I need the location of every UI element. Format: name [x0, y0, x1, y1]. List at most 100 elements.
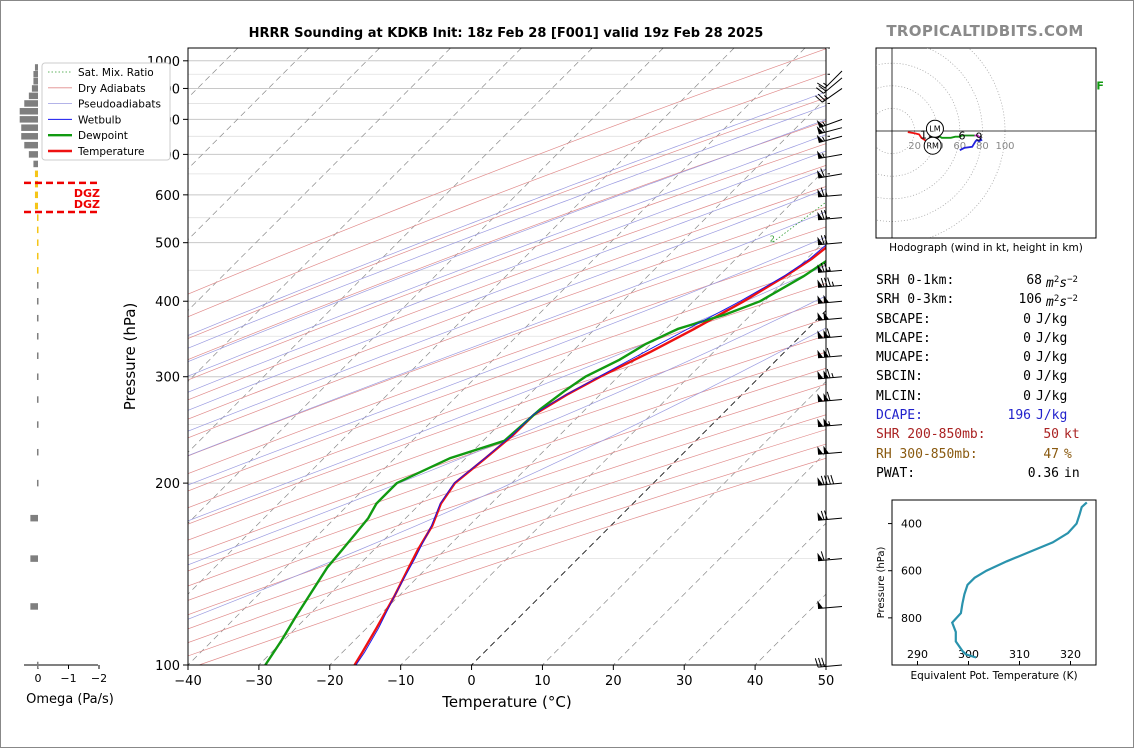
stat-row: DCAPE: 196 J/kg — [876, 406, 1091, 425]
theta-x-axis-label: Equivalent Pot. Temperature (K) — [910, 670, 1077, 682]
stat-value: 196 — [1007, 408, 1031, 424]
omega-bar — [34, 170, 38, 178]
barb-half — [828, 266, 831, 272]
dgz-label: DGZ — [74, 187, 100, 200]
wind-barb — [816, 118, 843, 129]
dry-adiabat — [188, 414, 826, 630]
barb-pennant — [817, 188, 824, 197]
barb-pennant — [817, 600, 824, 609]
x-tick-label: 30 — [676, 674, 693, 689]
dry-adiabat — [188, 48, 826, 295]
dry-adiabat — [188, 383, 826, 601]
wind-barb — [817, 187, 843, 198]
wind-barb — [815, 77, 843, 94]
omega-bar — [36, 314, 39, 322]
barb-pennant — [817, 349, 824, 358]
barb-pennant — [817, 418, 824, 427]
stat-row: SRH 0-1km: 68 m2s−2 — [876, 271, 1091, 291]
barb-pennant — [816, 170, 824, 179]
barb-pennant — [817, 330, 824, 339]
stat-value: 50 — [1043, 427, 1059, 443]
barb-half — [831, 372, 834, 378]
barb-flag — [820, 277, 825, 288]
stat-value: 47 — [1043, 446, 1059, 462]
legend-label: Wetbulb — [78, 114, 122, 126]
wind-barb — [817, 445, 843, 455]
omega-x-tick-label: −1 — [60, 672, 76, 685]
omega-bar — [33, 160, 38, 168]
barb-pennant — [816, 120, 825, 128]
omega-bar — [19, 108, 38, 115]
omega-bar — [36, 479, 39, 487]
omega-bar — [28, 151, 38, 158]
isotherm--50 — [188, 48, 735, 595]
omega-bar — [36, 352, 39, 359]
barb-staff — [818, 127, 843, 135]
barb-half — [822, 153, 825, 158]
isotherm--70 — [188, 48, 593, 453]
omega-bar — [34, 191, 38, 199]
barb-pennant — [817, 279, 824, 288]
mixing-ratio-label: 6 — [868, 235, 873, 244]
theta-y-tick-label: 800 — [901, 612, 922, 625]
stat-value: 0 — [1023, 369, 1031, 385]
pseudo-adiabat — [188, 105, 826, 349]
wind-barb — [817, 418, 843, 428]
dry-adiabat — [188, 367, 826, 587]
barb-flag — [826, 368, 831, 378]
x-tick-label: −20 — [316, 674, 343, 689]
stat-label: SRH 0-1km: — [876, 273, 955, 288]
barb-flag — [818, 657, 822, 667]
isotherm--110 — [188, 48, 310, 170]
stat-row: SHR 200-850mb: 50 kt — [876, 425, 1091, 444]
barb-pennant — [823, 393, 830, 402]
barb-pennant — [817, 236, 824, 245]
barb-staff — [818, 242, 843, 246]
isotherm--80 — [188, 48, 522, 382]
wind-barb — [817, 210, 843, 221]
theta-x-tick-label: 320 — [1060, 648, 1081, 661]
barb-pennant — [823, 349, 830, 358]
pseudo-adiabat — [188, 236, 826, 486]
dry-adiabat — [188, 73, 826, 318]
pseudo-adiabat — [188, 150, 826, 393]
legend-label: Pseudoadiabats — [78, 99, 161, 111]
x-tick-label: 50 — [818, 674, 835, 689]
omega-bar — [36, 373, 39, 380]
wind-barb — [816, 150, 843, 160]
barb-staff — [822, 88, 843, 103]
wind-barb — [817, 235, 843, 246]
dry-adiabat — [188, 399, 826, 616]
wind-barb — [817, 277, 843, 288]
hodo-height-label: 6 — [959, 130, 966, 143]
omega-bar — [36, 448, 39, 456]
barb-flag — [827, 277, 831, 287]
brand-watermark: TROPICALTIDBITS.COM — [886, 22, 1084, 40]
stat-row: MLCAPE: 0 J/kg — [876, 329, 1091, 348]
omega-bar — [36, 226, 39, 234]
barb-flag — [819, 123, 826, 133]
hodo-height-label: 1 — [920, 128, 927, 141]
theta-x-tick-label: 310 — [1009, 648, 1030, 661]
y-tick-label: 500 — [155, 237, 180, 252]
stat-row: PWAT: 0.36 in — [876, 464, 1091, 483]
stat-label: SHR 200-850mb: — [876, 427, 986, 443]
hodo-area: 2040608010012369LMRM — [876, 48, 1096, 238]
dry-adiabat — [188, 335, 826, 557]
stat-value: 0.36 — [1027, 465, 1059, 481]
barb-flag — [815, 87, 824, 94]
barb-pennant — [817, 264, 824, 273]
stat-label: SRH 0-3km: — [876, 292, 955, 308]
stat-row: MUCAPE: 0 J/kg — [876, 348, 1091, 367]
pseudo-adiabat — [188, 168, 826, 411]
y-tick-label: 100 — [155, 659, 180, 674]
stat-unit: J/kg — [1036, 388, 1068, 404]
omega-bar — [36, 239, 39, 246]
stat-row: MLCIN: 0 J/kg — [876, 387, 1091, 406]
stat-value: 68 — [1026, 273, 1042, 288]
mixing-ratio-label: 4 — [830, 235, 835, 244]
isotherm--150 — [0, 48, 25, 665]
hodo-ring-label: 80 — [976, 141, 989, 152]
barb-staff — [823, 77, 843, 94]
omega-bar — [36, 333, 39, 340]
